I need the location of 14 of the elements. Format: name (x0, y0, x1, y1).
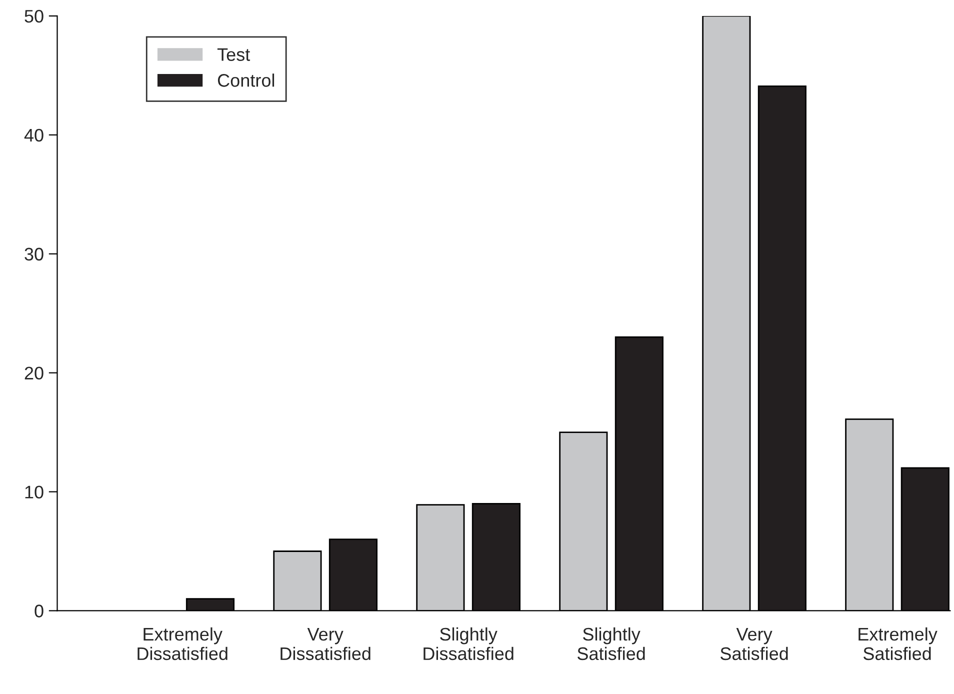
x-tick-label: Very Dissatisfied (280, 628, 370, 660)
legend-label: Test (217, 48, 250, 61)
x-tick-label: Extremely Satisfied (858, 627, 938, 660)
x-tick-label: Very Satisfied (720, 628, 788, 660)
y-tick-label: 0 (34, 604, 44, 618)
x-tick-label: Extremely Dissatisfied (138, 627, 228, 660)
y-tick-label: 40 (24, 128, 44, 142)
x-tick-label: Slightly Satisfied (578, 627, 645, 660)
x-tick-label: Slightly Dissatisfied (424, 627, 514, 660)
y-tick-label: 10 (25, 486, 44, 498)
y-tick-label: 50 (24, 10, 44, 23)
y-tick-label: 30 (24, 248, 44, 261)
legend-label: Control (218, 74, 274, 87)
y-tick-label: 20 (24, 366, 44, 380)
